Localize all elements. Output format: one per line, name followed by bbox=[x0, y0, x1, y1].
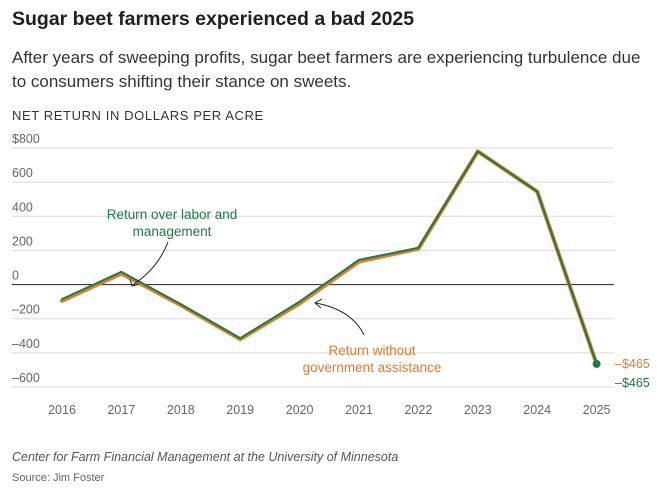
y-tick-label: $800 bbox=[12, 132, 40, 146]
end-point-marker bbox=[592, 359, 601, 368]
annotation-labor-management: Return over labor and management bbox=[107, 207, 238, 239]
line-chart: $800 600 400 200 0 –200 –400 –600 2016 2017 2018 20… bbox=[12, 132, 650, 417]
x-tick-label: 2023 bbox=[464, 403, 492, 417]
source-note: Center for Farm Financial Management at … bbox=[12, 450, 399, 464]
annotation-line: government assistance bbox=[303, 360, 442, 375]
x-tick-label: 2024 bbox=[523, 403, 551, 417]
x-tick-label: 2021 bbox=[345, 403, 373, 417]
y-tick-label: 200 bbox=[12, 234, 33, 248]
x-tick-label: 2016 bbox=[48, 403, 76, 417]
end-label-labor-management: –$465 bbox=[615, 376, 650, 390]
series-line-labor-management bbox=[61, 150, 598, 365]
annotation-arrow-labor-management bbox=[133, 241, 169, 285]
x-tick-label: 2018 bbox=[167, 403, 195, 417]
chart-subtitle: After years of sweeping profits, sugar b… bbox=[12, 48, 641, 91]
annotation-line: Return over labor and bbox=[107, 207, 238, 222]
y-tick-label: 400 bbox=[12, 200, 33, 214]
annotation-line: management bbox=[133, 224, 212, 239]
x-tick-label: 2022 bbox=[404, 403, 432, 417]
x-tick-label: 2020 bbox=[286, 403, 314, 417]
annotation-arrowhead bbox=[314, 298, 323, 309]
y-tick-label: –400 bbox=[12, 337, 40, 351]
y-tick-label: –600 bbox=[12, 371, 40, 385]
end-label-without-assistance: –$465 bbox=[615, 357, 650, 371]
y-tick-label: 0 bbox=[12, 269, 19, 283]
series-line-without-assistance bbox=[60, 149, 599, 366]
credit-note: Source: Jim Foster bbox=[12, 472, 105, 484]
x-tick-label: 2019 bbox=[226, 403, 254, 417]
annotation-line: Return without bbox=[328, 343, 415, 358]
y-tick-label: 600 bbox=[12, 166, 33, 180]
y-tick-label: –200 bbox=[12, 303, 40, 317]
chart-title: Sugar beet farmers experienced a bad 202… bbox=[12, 8, 415, 30]
x-tick-label: 2017 bbox=[107, 403, 135, 417]
y-axis-units-label: NET RETURN IN DOLLARS PER ACRE bbox=[12, 108, 264, 123]
annotation-without-assistance: Return without government assistance bbox=[303, 343, 442, 375]
annotation-arrowhead bbox=[129, 278, 140, 287]
x-tick-label: 2025 bbox=[583, 403, 611, 417]
annotation-arrow-without-assistance bbox=[315, 302, 365, 336]
